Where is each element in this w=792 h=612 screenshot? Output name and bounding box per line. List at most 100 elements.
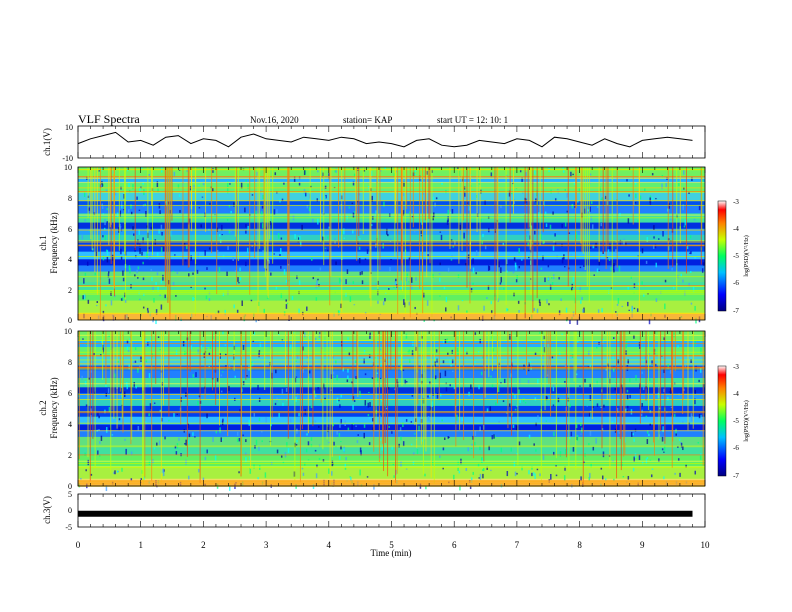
spectrogram-speckle: [479, 473, 482, 480]
spectrogram-tone-line: [78, 241, 705, 243]
spectrogram-speckle: [352, 181, 355, 186]
spectrogram-speckle: [661, 436, 664, 442]
spectrogram-speckle: [173, 413, 175, 418]
spectrogram-speckle: [340, 279, 342, 282]
spectrogram-speckle: [701, 230, 703, 235]
spectrogram-sferic: [313, 331, 315, 401]
spectrogram-speckle: [474, 431, 477, 437]
spectrogram-speckle: [384, 167, 386, 171]
spectrogram-speckle: [83, 192, 86, 197]
spectrogram-sferic: [602, 167, 604, 254]
spectrogram-tone-line: [78, 290, 705, 291]
spectrogram-speckle: [150, 268, 153, 271]
spectrogram-sferic: [400, 331, 402, 371]
spectrogram-speckle: [449, 359, 451, 365]
spectrogram-speckle: [589, 383, 591, 388]
spectrogram-speckle: [453, 474, 455, 480]
spectrogram-speckle: [515, 265, 517, 271]
spectrogram-speckle: [579, 286, 581, 293]
spectrogram-speckle: [569, 403, 571, 408]
spectrogram-speckle: [144, 203, 146, 207]
spectrogram-speckle: [289, 344, 292, 349]
spectrogram-speckle: [680, 442, 682, 444]
spectrogram-tone-line: [78, 355, 705, 357]
spectrogram-sferic: [187, 167, 189, 268]
spectrogram-band: [78, 399, 705, 406]
spectrogram-speckle: [654, 244, 657, 249]
spectrogram-speckle: [543, 347, 546, 353]
spectrogram-speckle: [193, 184, 195, 190]
spectrogram-speckle: [238, 437, 241, 442]
spectrogram-speckle: [641, 461, 644, 465]
spectrogram-speckle: [169, 230, 172, 237]
spectrogram-speckle: [423, 292, 425, 298]
spectrogram-speckle: [546, 396, 548, 400]
spectrogram-speckle: [628, 194, 630, 197]
spectrogram-sferic: [257, 167, 259, 313]
spectrogram-speckle: [309, 185, 312, 188]
spectrogram-sferic: [428, 167, 430, 219]
spectrogram-speckle: [230, 210, 232, 214]
spectrogram-sferic: [466, 167, 468, 288]
spectrogram-speckle: [514, 262, 517, 268]
spectrogram-speckle: [626, 409, 628, 412]
spectrogram-speckle: [502, 400, 505, 403]
spectrogram-speckle: [227, 245, 229, 251]
spectrogram-speckle: [150, 226, 152, 230]
spectrogram-sferic: [105, 331, 107, 385]
spectrogram-speckle: [84, 272, 87, 276]
spectrogram-speckle: [638, 454, 641, 461]
spectrogram-speckle: [394, 280, 397, 286]
spectrogram-speckle: [683, 169, 685, 175]
spectrogram-speckle: [491, 435, 493, 440]
spectrogram-speckle: [84, 381, 87, 385]
spectrogram-sferic: [462, 167, 464, 221]
spectrogram-speckle: [108, 278, 111, 284]
spectrogram-speckle: [124, 438, 126, 441]
spectrogram-speckle: [601, 308, 603, 313]
spectrogram-speckle: [168, 419, 170, 422]
spectrogram-speckle: [680, 273, 683, 277]
spectrogram-speckle: [184, 443, 186, 445]
spectrogram-speckle: [303, 193, 306, 197]
spectrogram-speckle: [345, 279, 347, 285]
spectrogram-speckle: [95, 251, 98, 257]
spectrogram-sferic: [370, 167, 372, 307]
spectrogram-speckle: [558, 276, 560, 280]
spectrogram-speckle: [527, 379, 530, 384]
spectrogram-speckle: [257, 301, 260, 307]
spectrogram-speckle: [155, 309, 158, 315]
spectrogram-speckle: [160, 280, 163, 284]
spectrogram-speckle: [347, 375, 349, 380]
spectrogram-speckle: [566, 192, 568, 198]
spectrogram-speckle: [145, 338, 147, 345]
spectrogram-speckle: [135, 385, 137, 389]
spectrogram-speckle: [472, 471, 474, 475]
spectrogram-sferic: [476, 167, 478, 233]
spectrogram-speckle: [395, 170, 398, 173]
spectrogram-sferic: [414, 331, 416, 426]
spectrogram-speckle: [352, 281, 355, 284]
spectrogram-speckle: [89, 230, 92, 233]
spectrogram-speckle: [515, 425, 518, 431]
spectrogram-speckle: [447, 209, 449, 216]
ch1-cbar-tick-m7: -7: [733, 307, 739, 315]
spectrogram-speckle: [275, 286, 278, 290]
spectrogram-tone-line: [78, 411, 705, 413]
spectrogram-speckle: [110, 291, 112, 296]
spectrogram-sferic: [607, 167, 609, 246]
spectrogram-speckle: [692, 286, 695, 293]
spectrogram-speckle: [528, 434, 531, 439]
spectrogram-sferic: [375, 331, 377, 425]
spectrogram-speckle: [452, 245, 455, 248]
spectrogram-speckle: [633, 456, 635, 462]
spectrogram-speckle: [514, 394, 516, 399]
spectrogram-speckle: [192, 272, 194, 275]
spectrogram-sferic: [701, 167, 703, 231]
spectrogram-speckle: [533, 307, 536, 311]
spectrogram-tone-line: [78, 276, 705, 278]
spectrogram-speckle: [172, 270, 175, 273]
spectrogram-tone-line: [78, 412, 705, 414]
spectrogram-speckle: [413, 452, 415, 455]
